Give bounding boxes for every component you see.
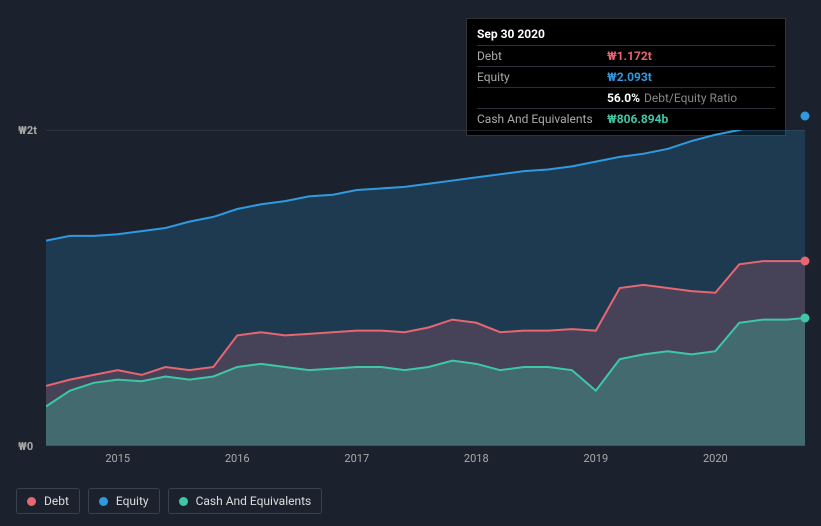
tooltip-row: 56.0%Debt/Equity Ratio [477, 87, 775, 108]
tooltip-row: Debt₩1.172t [477, 45, 775, 66]
tooltip-row-value: ₩2.093t [607, 68, 652, 86]
legend-item-cash-and-equivalents[interactable]: Cash And Equivalents [168, 488, 323, 514]
y-tick-label: ₩2t [18, 124, 37, 137]
legend-label: Debt [44, 494, 69, 508]
chart-container: ₩0 ₩2t 2015 2016 2017 2018 2019 2020 [16, 120, 805, 476]
x-tick-label: 2018 [464, 452, 489, 465]
y-tick-label: ₩0 [18, 440, 33, 453]
cash-end-dot [801, 314, 810, 323]
tooltip-date: Sep 30 2020 [477, 25, 775, 43]
x-tick-label: 2019 [583, 452, 608, 465]
legend: Debt Equity Cash And Equivalents [16, 488, 322, 514]
legend-swatch [27, 497, 36, 506]
tooltip-row-value: ₩1.172t [607, 47, 652, 65]
x-tick-label: 2016 [225, 452, 250, 465]
tooltip-row-sublabel: Debt/Equity Ratio [644, 91, 737, 105]
equity-end-dot [801, 111, 810, 120]
legend-item-debt[interactable]: Debt [16, 488, 80, 514]
x-tick-label: 2015 [105, 452, 130, 465]
tooltip-row-label: Equity [477, 68, 607, 86]
x-tick-label: 2020 [703, 452, 728, 465]
legend-item-equity[interactable]: Equity [88, 488, 160, 514]
tooltip-row-value: 56.0%Debt/Equity Ratio [607, 89, 737, 107]
legend-label: Cash And Equivalents [196, 494, 312, 508]
x-tick-label: 2017 [344, 452, 369, 465]
chart-plot[interactable] [46, 130, 805, 446]
tooltip-row-label: Debt [477, 47, 607, 65]
debt-end-dot [801, 257, 810, 266]
legend-label: Equity [116, 494, 149, 508]
tooltip-row-label [477, 89, 607, 107]
legend-swatch [179, 497, 188, 506]
legend-swatch [99, 497, 108, 506]
tooltip-row: Equity₩2.093t [477, 66, 775, 87]
chart-tooltip: Sep 30 2020 Debt₩1.172tEquity₩2.093t56.0… [466, 18, 786, 136]
x-axis: 2015 2016 2017 2018 2019 2020 [46, 452, 805, 468]
